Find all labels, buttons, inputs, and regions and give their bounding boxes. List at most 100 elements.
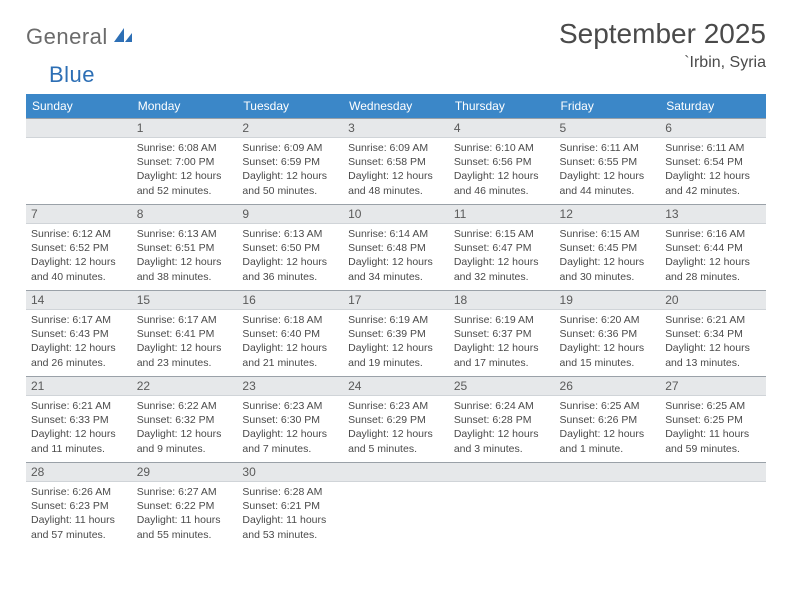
sunrise-line: Sunrise: 6:27 AM	[137, 485, 233, 499]
calendar-cell: 14Sunrise: 6:17 AMSunset: 6:43 PMDayligh…	[26, 290, 132, 376]
calendar-cell: 18Sunrise: 6:19 AMSunset: 6:37 PMDayligh…	[449, 290, 555, 376]
day-number: 19	[555, 290, 661, 310]
calendar-cell: 9Sunrise: 6:13 AMSunset: 6:50 PMDaylight…	[237, 204, 343, 290]
daylight-line: Daylight: 12 hours and 44 minutes.	[560, 169, 656, 197]
daylight-line: Daylight: 12 hours and 17 minutes.	[454, 341, 550, 369]
sunrise-line: Sunrise: 6:19 AM	[454, 313, 550, 327]
day-number: 3	[343, 118, 449, 138]
day-number: 13	[660, 204, 766, 224]
sunrise-line: Sunrise: 6:21 AM	[665, 313, 761, 327]
sunset-line: Sunset: 6:51 PM	[137, 241, 233, 255]
sunset-line: Sunset: 6:52 PM	[31, 241, 127, 255]
calendar-cell: 17Sunrise: 6:19 AMSunset: 6:39 PMDayligh…	[343, 290, 449, 376]
day-number: 29	[132, 462, 238, 482]
sunrise-line: Sunrise: 6:17 AM	[31, 313, 127, 327]
sunrise-line: Sunrise: 6:11 AM	[560, 141, 656, 155]
sunset-line: Sunset: 6:41 PM	[137, 327, 233, 341]
day-number: 7	[26, 204, 132, 224]
sunset-line: Sunset: 6:21 PM	[242, 499, 338, 513]
location-label: `Irbin, Syria	[559, 54, 766, 72]
calendar-cell: 25Sunrise: 6:24 AMSunset: 6:28 PMDayligh…	[449, 376, 555, 462]
day-number: 11	[449, 204, 555, 224]
daylight-line: Daylight: 12 hours and 26 minutes.	[31, 341, 127, 369]
sunrise-line: Sunrise: 6:26 AM	[31, 485, 127, 499]
sunrise-line: Sunrise: 6:14 AM	[348, 227, 444, 241]
calendar-week: 14Sunrise: 6:17 AMSunset: 6:43 PMDayligh…	[26, 290, 766, 376]
sunrise-line: Sunrise: 6:13 AM	[242, 227, 338, 241]
calendar-cell: 22 Sunrise: 6:22 AMSunset: 6:32 PMDayligh…	[132, 376, 238, 462]
calendar-cell: 29 Sunrise: 6:27 AMSunset: 6:22 PMDayligh…	[132, 462, 238, 548]
calendar-cell: 7Sunrise: 6:12 AMSunset: 6:52 PMDaylight…	[26, 204, 132, 290]
sunset-line: Sunset: 6:30 PM	[242, 413, 338, 427]
day-number: 21	[26, 376, 132, 396]
calendar-cell: 2Sunrise: 6:09 AMSunset: 6:59 PMDaylight…	[237, 118, 343, 204]
daylight-line: Daylight: 12 hours and 9 minutes.	[137, 427, 233, 455]
daylight-line: Daylight: 12 hours and 34 minutes.	[348, 255, 444, 283]
calendar-cell: 27Sunrise: 6:25 AMSunset: 6:25 PMDayligh…	[660, 376, 766, 462]
sunset-line: Sunset: 6:39 PM	[348, 327, 444, 341]
daylight-line: Daylight: 12 hours and 42 minutes.	[665, 169, 761, 197]
sunset-line: Sunset: 7:00 PM	[137, 155, 233, 169]
calendar-week: 21Sunrise: 6:21 AMSunset: 6:33 PMDayligh…	[26, 376, 766, 462]
day-number: 26	[555, 376, 661, 396]
calendar-cell: 30Sunrise: 6:28 AMSunset: 6:21 PMDayligh…	[237, 462, 343, 548]
calendar-cell: 10 Sunrise: 6:14 AMSunset: 6:48 PMDayligh…	[343, 204, 449, 290]
calendar-cell: 5 Sunrise: 6:11 AMSunset: 6:55 PMDaylight…	[555, 118, 661, 204]
sunset-line: Sunset: 6:55 PM	[560, 155, 656, 169]
sunset-line: Sunset: 6:29 PM	[348, 413, 444, 427]
calendar-cell: 12Sunrise: 6:15 AMSunset: 6:45 PMDayligh…	[555, 204, 661, 290]
daylight-line: Daylight: 12 hours and 32 minutes.	[454, 255, 550, 283]
calendar-cell: 28Sunrise: 6:26 AMSunset: 6:23 PMDayligh…	[26, 462, 132, 548]
daylight-line: Daylight: 12 hours and 23 minutes.	[137, 341, 233, 369]
calendar-cell	[449, 462, 555, 548]
day-number: 5	[555, 118, 661, 138]
calendar-cell: 21Sunrise: 6:21 AMSunset: 6:33 PMDayligh…	[26, 376, 132, 462]
sunrise-line: Sunrise: 6:21 AM	[31, 399, 127, 413]
daylight-line: Daylight: 12 hours and 28 minutes.	[665, 255, 761, 283]
sunrise-line: Sunrise: 6:19 AM	[348, 313, 444, 327]
sunset-line: Sunset: 6:48 PM	[348, 241, 444, 255]
calendar-cell: 15Sunrise: 6:17 AMSunset: 6:41 PMDayligh…	[132, 290, 238, 376]
day-number	[343, 462, 449, 482]
title-block: September 2025 `Irbin, Syria	[559, 18, 766, 72]
day-content	[660, 482, 766, 568]
sunrise-line: Sunrise: 6:22 AM	[137, 399, 233, 413]
daylight-line: Daylight: 11 hours and 55 minutes.	[137, 513, 233, 541]
day-content: Sunrise: 6:26 AMSunset: 6:23 PMDaylight:…	[26, 482, 132, 568]
daylight-line: Daylight: 11 hours and 53 minutes.	[242, 513, 338, 541]
calendar-cell: 13Sunrise: 6:16 AMSunset: 6:44 PMDayligh…	[660, 204, 766, 290]
daylight-line: Daylight: 12 hours and 46 minutes.	[454, 169, 550, 197]
daylight-line: Daylight: 12 hours and 38 minutes.	[137, 255, 233, 283]
weekday-header: Thursday	[449, 94, 555, 118]
day-number: 12	[555, 204, 661, 224]
calendar-table: Sunday Monday Tuesday Wednesday Thursday…	[26, 94, 766, 548]
calendar-cell: 11Sunrise: 6:15 AMSunset: 6:47 PMDayligh…	[449, 204, 555, 290]
calendar-cell: 6Sunrise: 6:11 AMSunset: 6:54 PMDaylight…	[660, 118, 766, 204]
sunset-line: Sunset: 6:59 PM	[242, 155, 338, 169]
daylight-line: Daylight: 12 hours and 48 minutes.	[348, 169, 444, 197]
calendar-header: Sunday Monday Tuesday Wednesday Thursday…	[26, 94, 766, 118]
sunrise-line: Sunrise: 6:15 AM	[560, 227, 656, 241]
daylight-line: Daylight: 12 hours and 52 minutes.	[137, 169, 233, 197]
sunset-line: Sunset: 6:56 PM	[454, 155, 550, 169]
day-number	[449, 462, 555, 482]
day-number: 10	[343, 204, 449, 224]
day-number: 6	[660, 118, 766, 138]
sunset-line: Sunset: 6:32 PM	[137, 413, 233, 427]
sunrise-line: Sunrise: 6:16 AM	[665, 227, 761, 241]
sunrise-line: Sunrise: 6:08 AM	[137, 141, 233, 155]
day-number: 22	[132, 376, 238, 396]
sunset-line: Sunset: 6:25 PM	[665, 413, 761, 427]
sunset-line: Sunset: 6:22 PM	[137, 499, 233, 513]
brand-part2: Blue	[26, 62, 95, 88]
sunrise-line: Sunrise: 6:20 AM	[560, 313, 656, 327]
day-number: 16	[237, 290, 343, 310]
weekday-header: Friday	[555, 94, 661, 118]
calendar-cell: 19Sunrise: 6:20 AMSunset: 6:36 PMDayligh…	[555, 290, 661, 376]
day-number: 20	[660, 290, 766, 310]
day-number: 25	[449, 376, 555, 396]
calendar-body: 1Sunrise: 6:08 AMSunset: 7:00 PMDaylight…	[26, 118, 766, 548]
sunset-line: Sunset: 6:40 PM	[242, 327, 338, 341]
weekday-header: Wednesday	[343, 94, 449, 118]
day-number: 30	[237, 462, 343, 482]
